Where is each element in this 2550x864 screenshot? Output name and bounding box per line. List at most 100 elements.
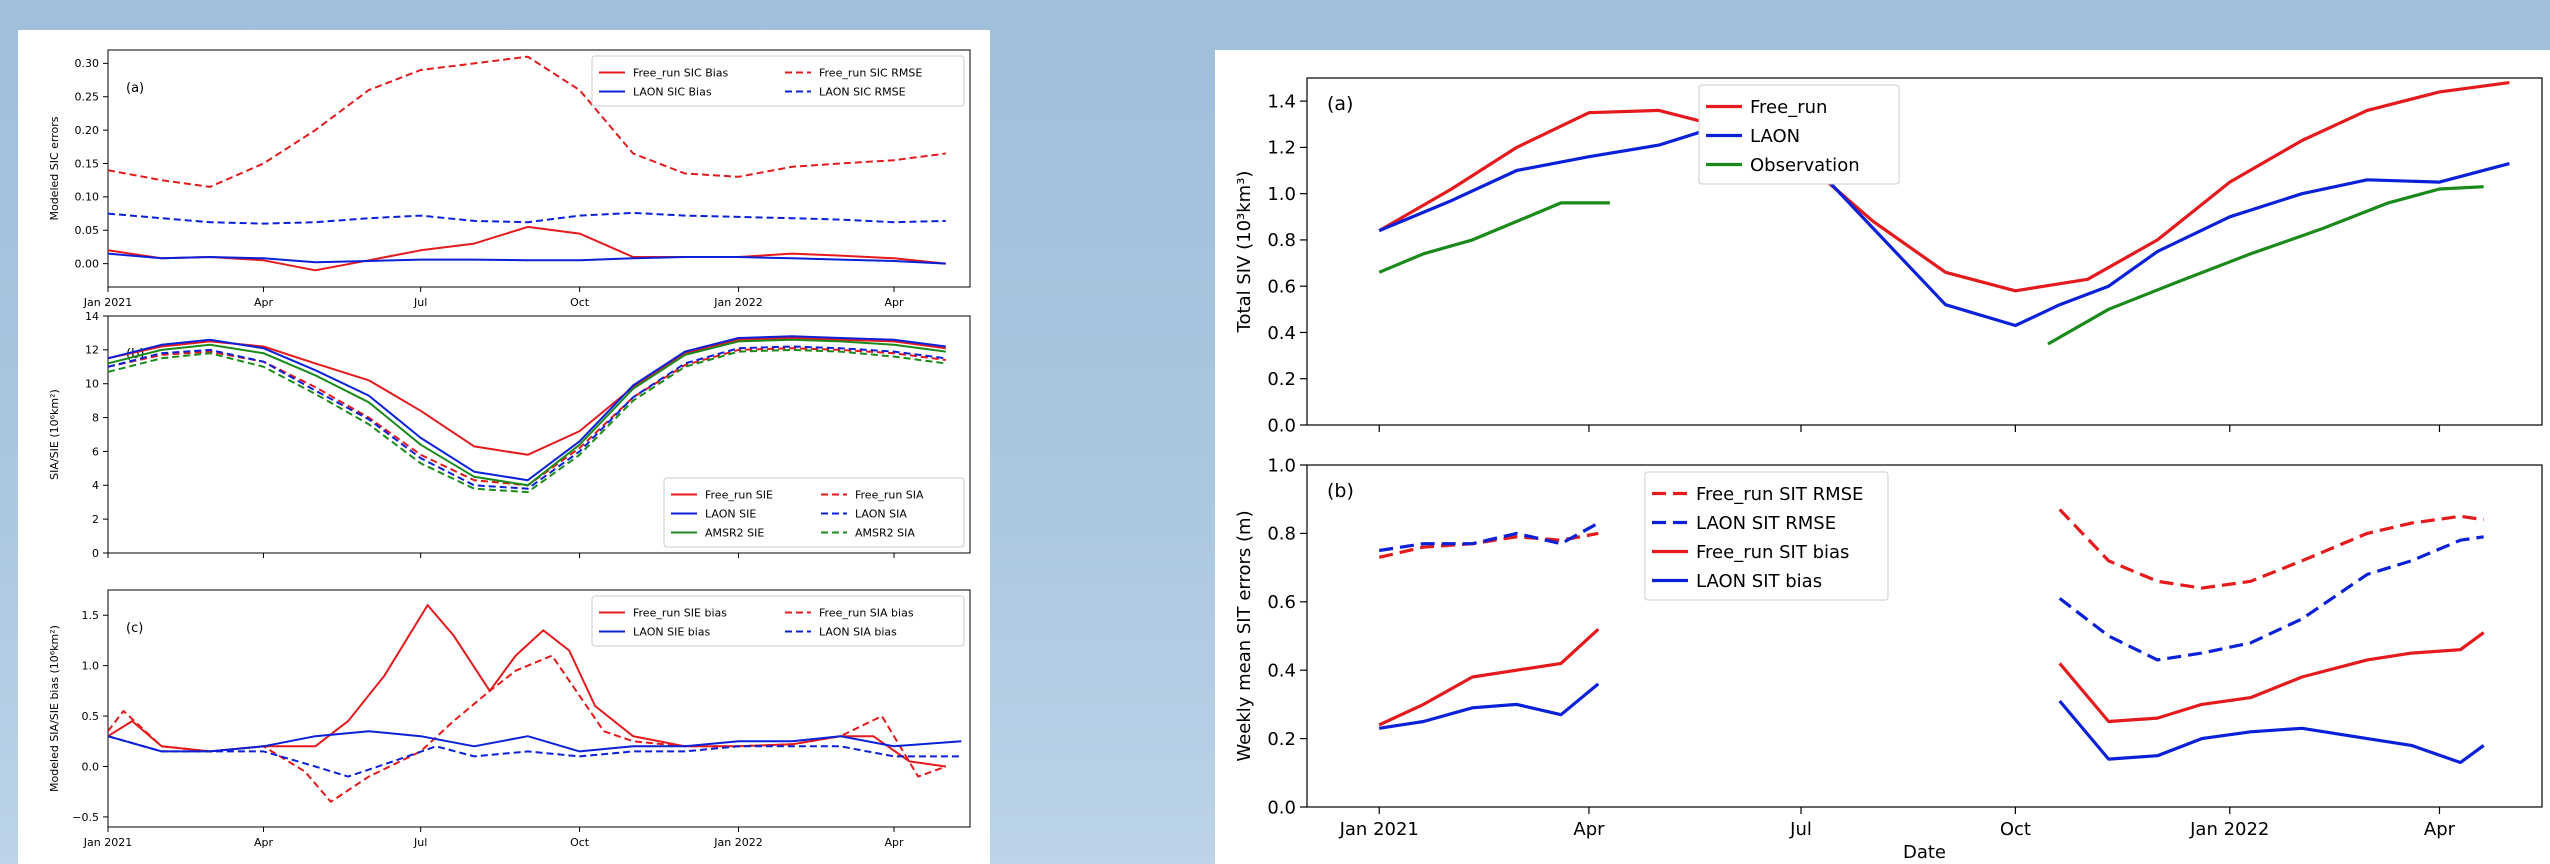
figure-left: 0.00 0.05 0.10 0.15 0.20 0.25 0.30 Jan 2021 Apr J… [18,30,990,864]
series-line-amsr2-sie [108,338,946,487]
x-tick-label: Oct [2000,819,2031,840]
x-axis-label: Date [1903,842,1946,863]
series-line-amsr2-sia [108,348,946,494]
series-line-free-run-sic-rmse [108,55,946,188]
y-tick-label: 0.0 [82,760,100,773]
x-tick-label: Apr [2424,819,2456,840]
x-tick-label: Apr [884,836,904,849]
series-group [108,335,946,494]
y-tick-label: 10 [85,378,99,391]
legend-label: LAON SIC RMSE [819,85,906,98]
legend-label: LAON SIE bias [633,625,711,638]
series-line-free-run-sit-bias [1378,628,1600,727]
y-tick-label: 0.5 [82,710,100,723]
legend-box [591,595,965,647]
series-group [1378,508,2485,765]
x-tick-label: Jan 2022 [713,296,762,309]
series-line-laon-sit-bias [2058,699,2485,765]
y-axis-label: Weekly mean SIT errors (m) [1234,510,1255,761]
legend-label: LAON SIT bias [1696,571,1822,592]
y-tick-label: 0.4 [1267,323,1296,344]
x-tick-label: Apr [1573,819,1605,840]
legend-label: Free_run SIE bias [633,606,727,619]
series-group [108,604,962,803]
figure-right-svg: 0.0 0.2 0.4 0.6 0.8 1.0 1.2 1.4 Total SIV (10³km… [1234,77,2543,863]
y-axis-label: Modeled SIC errors [48,116,61,220]
series-group [1378,81,2510,346]
y-tick-label: 1.0 [1267,184,1296,205]
y-tick-label: 0.20 [75,124,100,137]
y-tick-label: 0.6 [1267,277,1296,298]
series-group [108,55,946,272]
series-line-observation [2047,185,2484,346]
y-axis-label: Total SIV (10³km³) [1234,171,1255,334]
series-line-free-run [1378,81,2510,293]
series-line-laon-sic-bias [108,252,946,265]
y-tick-label: 1.0 [82,659,100,672]
x-tick-label: Jan 2022 [2189,819,2269,840]
y-tick-label: 0.4 [1267,661,1296,682]
series-line-laon-sia [108,345,946,490]
y-tick-label: 4 [92,479,99,492]
legend-box [663,477,965,548]
legend-label: LAON SIA [855,507,907,520]
legend-label: Free_run SIC Bias [633,66,729,79]
axes-frame [107,315,971,554]
series-line-observation [1378,201,1610,274]
y-tick-label: 0.05 [75,224,100,237]
series-line-laon-sie-bias [108,730,962,753]
axes-frame [1306,464,2543,808]
y-tick-label: 0 [92,547,99,560]
chart-panel: 0.0 0.2 0.4 0.6 0.8 1.0 Jan 2021 Apr Jul Oct Jan 2… [1234,455,2543,863]
y-axis-label: Modeled SIA/SIE bias (10⁶km²) [48,625,61,792]
legend-label: Free_run SIT bias [1696,542,1849,563]
series-line-laon-sic-rmse [108,211,946,225]
chart-panel: −0.5 0.0 0.5 1.0 1.5 Jan 2021 Apr Jul Oct Jan 202… [48,589,971,849]
y-tick-label: 0.00 [75,257,100,270]
legend: Free_run LAON Observation [1698,84,1900,185]
series-line-laon-sie [108,335,946,482]
series-line-free-run-sia-bias [108,654,947,803]
chart-panel: 0.0 0.2 0.4 0.6 0.8 1.0 1.2 1.4 Total SIV (10³km… [1234,77,2543,436]
legend-label: Free_run SIE [705,488,773,501]
legend-label: LAON SIE [705,507,756,520]
legend-label: LAON SIA bias [819,625,897,638]
panel-label: (a) [1327,93,1353,115]
y-tick-label: 0.8 [1267,524,1296,545]
y-tick-label: −0.5 [72,811,99,824]
x-tick-label: Apr [884,296,904,309]
figure-right: 0.0 0.2 0.4 0.6 0.8 1.0 1.2 1.4 Total SIV (10³km… [1215,50,2550,864]
x-tick-label: Jan 2021 [1339,819,1419,840]
legend-label: Free_run SIC RMSE [819,66,922,79]
x-tick-label: Jan 2022 [713,836,762,849]
y-tick-label: 12 [85,344,99,357]
y-tick-label: 0.15 [75,157,100,170]
legend-box [1644,471,1889,601]
legend-label: Observation [1750,155,1860,176]
series-line-free-run-sic-bias [108,225,946,272]
series-line-laon-sit-rmse [1378,521,1600,553]
legend-label: Free_run SIT RMSE [1696,484,1863,505]
y-tick-label: 1.5 [82,609,100,622]
series-line-free-run-sit-bias [2058,631,2485,724]
x-tick-label: Oct [570,296,590,309]
axes-frame [1306,77,2543,426]
y-tick-label: 0.2 [1267,729,1296,750]
chart-panel: 0.00 0.05 0.10 0.15 0.20 0.25 0.30 Jan 2021 Apr J… [48,49,971,309]
panel-label: (b) [1327,480,1354,502]
legend-box [591,55,965,107]
y-tick-label: 0.2 [1267,369,1296,390]
legend-label: AMSR2 SIA [855,526,915,539]
legend: Free_run SIT RMSE LAON SIT RMSE Free_run S… [1644,471,1889,601]
x-tick-label: Jul [1789,819,1812,840]
series-line-free-run-sia [108,347,946,487]
y-tick-label: 1.4 [1267,91,1296,112]
series-line-laon-sia-bias [108,735,962,778]
x-tick-label: Jan 2021 [83,836,132,849]
y-tick-label: 0.10 [75,191,100,204]
series-line-laon-sit-rmse [2058,535,2484,662]
y-tick-label: 0.30 [75,57,100,70]
legend-label: LAON SIT RMSE [1696,513,1836,534]
